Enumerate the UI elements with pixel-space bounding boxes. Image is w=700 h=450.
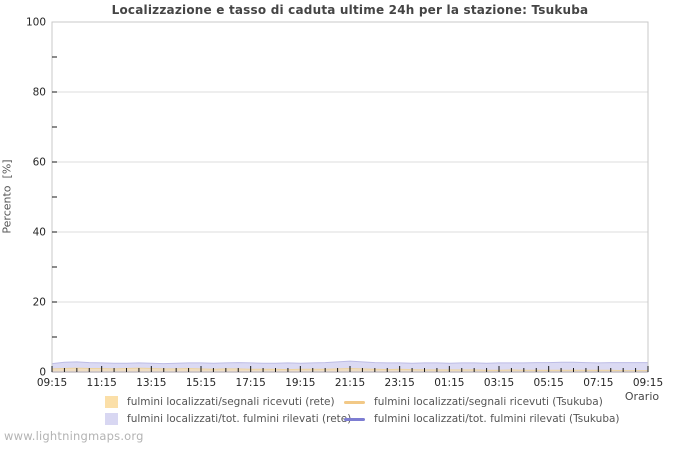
svg-text:11:15: 11:15 bbox=[87, 377, 117, 389]
legend-label: fulmini localizzati/segnali ricevuti (Ts… bbox=[374, 396, 603, 408]
legend-label: fulmini localizzati/tot. fulmini rilevat… bbox=[127, 413, 352, 425]
svg-text:17:15: 17:15 bbox=[236, 377, 266, 389]
svg-text:19:15: 19:15 bbox=[285, 377, 315, 389]
svg-text:23:15: 23:15 bbox=[385, 377, 415, 389]
legend-label: fulmini localizzati/segnali ricevuti (re… bbox=[127, 396, 335, 408]
legend-swatch-line-tsukuba-rilevati bbox=[344, 417, 365, 421]
legend-label: fulmini localizzati/tot. fulmini rilevat… bbox=[374, 413, 620, 425]
svg-text:01:15: 01:15 bbox=[434, 377, 464, 389]
legend-item-segnali-rete: fulmini localizzati/segnali ricevuti (re… bbox=[105, 395, 335, 409]
svg-text:05:15: 05:15 bbox=[534, 377, 564, 389]
svg-text:03:15: 03:15 bbox=[484, 377, 514, 389]
svg-text:13:15: 13:15 bbox=[136, 377, 166, 389]
x-axis-label: Orario bbox=[624, 390, 660, 403]
legend-swatch-line-tsukuba-segnali bbox=[344, 400, 365, 404]
svg-text:40: 40 bbox=[33, 227, 46, 239]
legend-item-segnali-tsukuba: fulmini localizzati/segnali ricevuti (Ts… bbox=[344, 395, 603, 409]
svg-text:20: 20 bbox=[33, 297, 46, 309]
svg-text:60: 60 bbox=[33, 157, 46, 169]
svg-text:15:15: 15:15 bbox=[186, 377, 216, 389]
svg-text:80: 80 bbox=[33, 87, 46, 99]
svg-text:09:15: 09:15 bbox=[37, 377, 67, 389]
svg-text:07:15: 07:15 bbox=[583, 377, 613, 389]
svg-text:100: 100 bbox=[26, 17, 46, 29]
svg-text:09:15: 09:15 bbox=[633, 377, 663, 389]
svg-text:0: 0 bbox=[39, 367, 46, 379]
svg-text:21:15: 21:15 bbox=[335, 377, 365, 389]
legend-item-rilevati-tsukuba: fulmini localizzati/tot. fulmini rilevat… bbox=[344, 412, 620, 426]
watermark: www.lightningmaps.org bbox=[4, 429, 144, 443]
chart-title: Localizzazione e tasso di caduta ultime … bbox=[111, 3, 589, 17]
legend-swatch-area-rete-segnali bbox=[105, 396, 118, 408]
legend-swatch-area-rete-rilevati bbox=[105, 413, 118, 425]
legend-item-rilevati-rete: fulmini localizzati/tot. fulmini rilevat… bbox=[105, 412, 351, 426]
